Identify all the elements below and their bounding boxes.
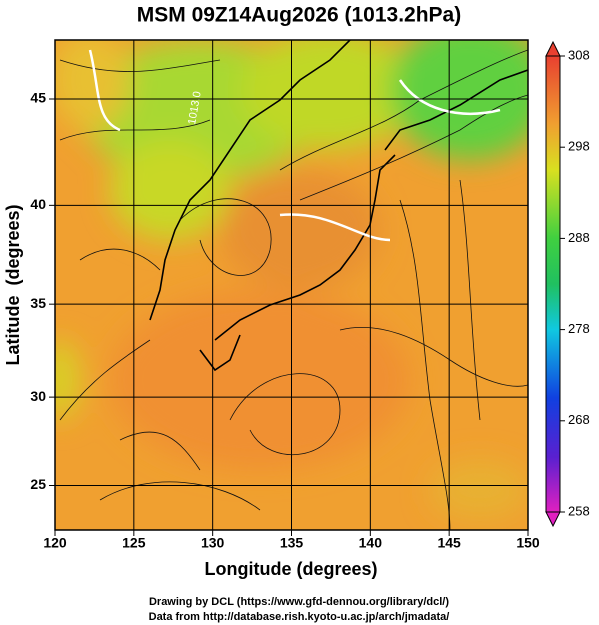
footer-line: Data from http://database.rish.kyoto-u.a…	[149, 611, 450, 623]
y-tick-label: 45	[30, 90, 46, 106]
coastline	[149, 40, 528, 372]
streamlines	[59, 49, 528, 530]
colorbar-tick-label: 298	[568, 139, 590, 154]
y-tick-label: 40	[30, 196, 46, 212]
colorbar-tick-label: 288	[568, 230, 590, 245]
x-tick-label: 140	[359, 535, 383, 551]
y-tick-label: 25	[30, 476, 46, 492]
colorbar-max-arrow	[545, 40, 561, 57]
x-tick-label: 125	[122, 535, 146, 551]
colorbar-tick-label: 258	[568, 503, 590, 518]
colorbar-min-arrow	[545, 511, 561, 528]
map-field: 1013.0	[55, 40, 528, 530]
x-axis-label: Longitude (degrees)	[204, 559, 377, 579]
x-tick-label: 150	[516, 535, 540, 551]
title: MSM 09Z14Aug2026 (1013.2hPa)	[137, 4, 461, 27]
colorbar	[545, 55, 561, 513]
y-tick-label: 35	[30, 295, 46, 311]
footer-line: Drawing by DCL (https://www.gfd-dennou.o…	[149, 596, 449, 608]
x-tick-label: 130	[201, 535, 225, 551]
x-tick-label: 145	[437, 535, 461, 551]
colorbar-tick-label: 268	[568, 412, 590, 427]
x-tick-label: 135	[280, 535, 304, 551]
x-tick-label: 120	[43, 535, 67, 551]
colorbar-tick-label: 278	[568, 321, 590, 336]
y-tick-label: 30	[30, 388, 46, 404]
colorbar-tick-label: 308	[568, 47, 590, 62]
y-axis-label: Latitude (degrees)	[3, 204, 23, 365]
